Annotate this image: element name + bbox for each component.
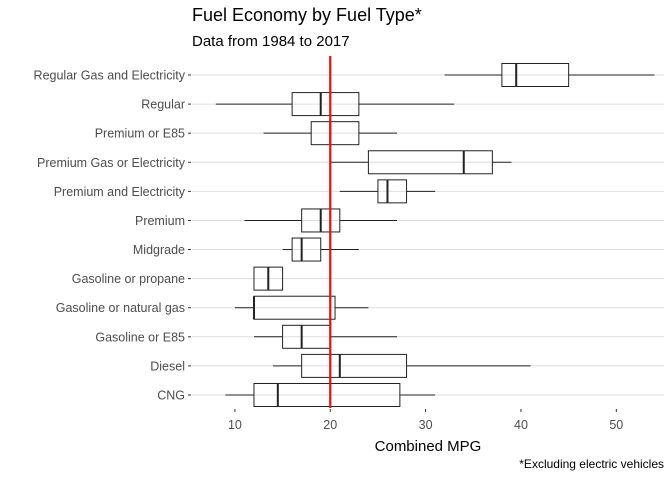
- box-premium-gas-or-electricity: [367, 150, 493, 175]
- y-tick-label-gasoline-or-natural-gas: Gasoline or natural gas: [56, 301, 185, 315]
- box-diesel: [301, 353, 408, 378]
- x-axis-label: Combined MPG: [375, 438, 482, 455]
- chart-subtitle: Data from 1984 to 2017: [192, 33, 350, 50]
- box-regular: [291, 92, 360, 117]
- x-tick-label-50: 50: [609, 418, 623, 432]
- x-tick-label-30: 30: [419, 418, 433, 432]
- chart-title: Fuel Economy by Fuel Type*: [192, 5, 422, 25]
- y-tick-label-premium-or-e85: Premium or E85: [95, 127, 185, 141]
- chart-caption: *Excluding electric vehicles: [519, 457, 664, 471]
- y-tick-label-regular: Regular: [141, 98, 185, 112]
- y-tick-label-premium-and-electricity: Premium and Electricity: [54, 185, 186, 199]
- y-tick-label-gasoline-or-e85: Gasoline or E85: [95, 330, 185, 344]
- y-tick-label-premium: Premium: [135, 214, 185, 228]
- x-tick-label-20: 20: [323, 418, 337, 432]
- box-premium-or-e85: [310, 121, 360, 146]
- y-tick-label-premium-gas-or-electricity: Premium Gas or Electricity: [37, 156, 186, 170]
- y-tick-label-cng: CNG: [157, 388, 185, 402]
- y-tick-label-regular-gas-and-electricity: Regular Gas and Electricity: [34, 69, 186, 83]
- y-tick-label-midgrade: Midgrade: [133, 243, 185, 257]
- box-midgrade: [291, 237, 322, 262]
- x-tick-label-10: 10: [228, 418, 242, 432]
- box-cng: [253, 382, 401, 407]
- box-premium-and-electricity: [377, 179, 408, 204]
- x-tick-label-40: 40: [514, 418, 528, 432]
- y-tick-label-diesel: Diesel: [150, 359, 185, 373]
- y-tick-label-gasoline-or-propane: Gasoline or propane: [72, 272, 185, 286]
- box-regular-gas-and-electricity: [501, 63, 570, 87]
